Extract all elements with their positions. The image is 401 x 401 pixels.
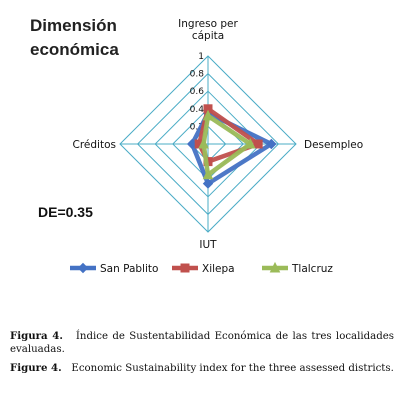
tick-label: 0.6 xyxy=(190,87,205,97)
data-point xyxy=(202,168,214,180)
axis-label-cr-ditos: Créditos xyxy=(73,139,116,151)
chart-title-line: económica xyxy=(30,40,119,59)
series-tlalcruz xyxy=(198,109,256,180)
tick-label: 1 xyxy=(198,52,204,62)
figure-caption-english: Figure 4. Economic Sustainability index … xyxy=(10,362,394,375)
data-point xyxy=(180,263,190,273)
data-point xyxy=(77,262,89,274)
caption-label-es: Figura 4. xyxy=(10,330,63,342)
legend-label: San Pablito xyxy=(100,263,158,275)
data-point xyxy=(202,178,214,189)
legend-label: Tlalcruz xyxy=(291,263,333,275)
data-point xyxy=(198,137,209,149)
tick-label: 0.2 xyxy=(190,122,204,132)
data-point xyxy=(269,261,281,273)
de-annotation: DE=0.35 xyxy=(38,204,93,220)
series-layer xyxy=(186,104,277,189)
axis-label-ingreso-per-c-pita: cápita xyxy=(192,30,224,42)
legend-item: Tlalcruz xyxy=(262,261,333,275)
data-point xyxy=(266,138,277,150)
legend: San Pablito Xilepa Tlalcruz xyxy=(70,261,333,275)
caption-label-en: Figure 4. xyxy=(10,362,62,374)
figure-caption-spanish: Figura 4. Índice de Sustentabilidad Econ… xyxy=(10,330,394,356)
caption-text-es: Índice de Sustentabilidad Económica de l… xyxy=(10,331,394,355)
axis-label-iut: IUT xyxy=(199,239,217,251)
chart-title-line: Dimensión xyxy=(30,16,117,35)
axis-label-ingreso-per-c-pita: Ingreso per xyxy=(178,18,238,30)
tick-label: 0.8 xyxy=(190,70,205,80)
axis-label-desempleo: Desempleo xyxy=(304,139,363,151)
legend-label: Xilepa xyxy=(202,263,235,275)
data-point xyxy=(253,139,263,149)
annotation: DE=0.35 xyxy=(38,204,93,220)
data-point xyxy=(202,109,214,121)
legend-item: San Pablito xyxy=(70,262,158,275)
caption-text-en: Economic Sustainability index for the th… xyxy=(71,363,394,374)
data-point xyxy=(244,137,256,149)
legend-item: Xilepa xyxy=(172,263,235,275)
chart-title: Dimensión económica xyxy=(30,16,119,59)
tick-label: 0.4 xyxy=(190,105,205,115)
